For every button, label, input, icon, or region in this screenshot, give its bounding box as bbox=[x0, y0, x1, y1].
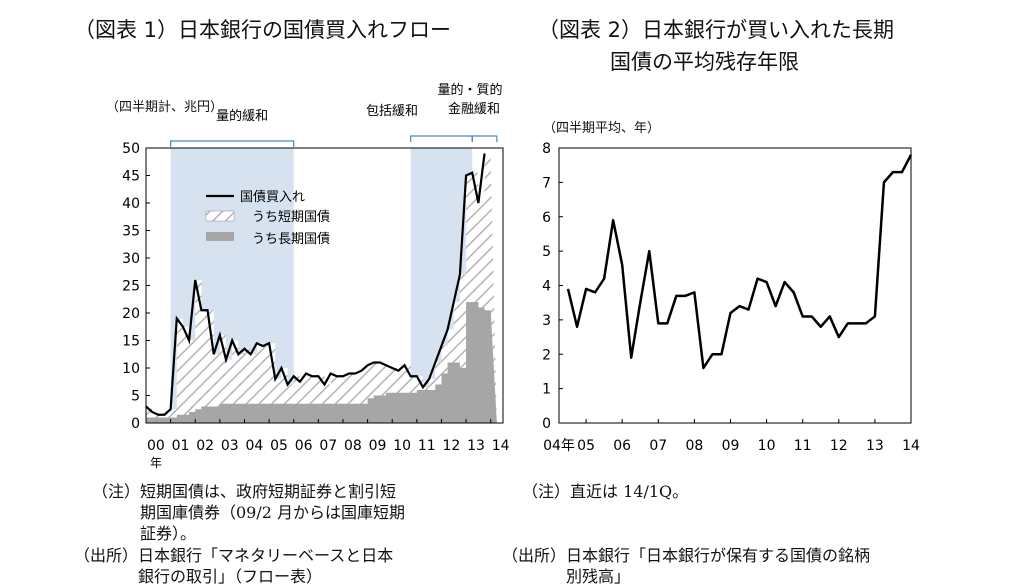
fig1-ytick-label: 15 bbox=[122, 334, 140, 350]
fig2-ytick-label: 3 bbox=[542, 313, 551, 329]
fig2-xtick-label: 13 bbox=[866, 438, 884, 454]
fig2-source-line2: 別残高」 bbox=[502, 567, 631, 586]
label-qqe-line1: 量的・質的 bbox=[437, 82, 502, 98]
fig2-ytick-label: 5 bbox=[542, 244, 551, 260]
fig2-xtick-label: 11 bbox=[794, 438, 812, 454]
fig1-ytick-label: 25 bbox=[122, 279, 140, 295]
fig1-xtick-label: 01 bbox=[172, 438, 190, 454]
fig2-title-line1: （図表 2）日本銀行が買い入れた長期 bbox=[538, 18, 895, 42]
short-term-jgb-area bbox=[146, 153, 497, 423]
fig1-ytick-label: 50 bbox=[122, 141, 140, 157]
fig2-unit-label: （四半期平均、年） bbox=[543, 121, 661, 136]
fig1-ytick-label: 10 bbox=[122, 361, 140, 377]
bracket-qqe bbox=[471, 135, 498, 142]
fig2-ytick-label: 0 bbox=[542, 416, 551, 432]
fig1-ytick-label: 0 bbox=[131, 416, 140, 432]
fig2-ytick-label: 4 bbox=[542, 279, 551, 295]
fig1-xtick-label: 04 bbox=[245, 438, 263, 454]
fig1-ytick-label: 30 bbox=[122, 251, 140, 267]
fig1-unit-label: （四半期計、兆円） bbox=[106, 100, 224, 115]
fig2-ytick-label: 8 bbox=[542, 141, 551, 157]
fig1-xtick-label: 03 bbox=[221, 438, 239, 454]
fig2-xtick-label: 14 bbox=[902, 438, 920, 454]
fig1-xtick-label: 00 bbox=[147, 438, 165, 454]
fig2-source-line1: （出所）日本銀行「日本銀行が保有する国債の銘柄 bbox=[502, 546, 871, 565]
fig2-xtick-label: 07 bbox=[649, 438, 667, 454]
label-comprehensive: 包括緩和 bbox=[366, 104, 418, 119]
fig1-xtick-label: 06 bbox=[295, 438, 313, 454]
fig1-note-line1: （注）短期国債は、政府短期証券と割引短 bbox=[92, 482, 397, 501]
fig1-ytick-label: 40 bbox=[122, 196, 140, 212]
fig1-xtick-label: 08 bbox=[344, 438, 362, 454]
legend-hatch-swatch bbox=[205, 210, 235, 222]
bracket-qe bbox=[170, 140, 295, 147]
fig2-note: （注）直近は 14/1Q。 bbox=[522, 482, 689, 501]
fig2-xtick-label: 12 bbox=[830, 438, 848, 454]
fig2-ytick-label: 1 bbox=[542, 382, 551, 398]
fig1-xtick-label: 05 bbox=[270, 438, 288, 454]
fig1-xtick-label: 14 bbox=[492, 438, 510, 454]
fig1-ytick-label: 5 bbox=[131, 389, 140, 405]
fig1-xtick-label: 11 bbox=[418, 438, 436, 454]
legend-item-short: うち短期国債 bbox=[252, 210, 330, 225]
fig2-xtick-label: 06 bbox=[613, 438, 631, 454]
fig1-x-unit: 年 bbox=[150, 456, 162, 470]
fig1-xtick-label: 02 bbox=[196, 438, 214, 454]
fig2-xtick-label: 04年 bbox=[543, 438, 575, 454]
fig1-ytick-label: 20 bbox=[122, 306, 140, 322]
fig1-title: （図表 1）日本銀行の国債買入れフロー bbox=[74, 18, 452, 42]
fig2-xtick-label: 05 bbox=[577, 438, 595, 454]
fig2-xtick-label: 09 bbox=[722, 438, 740, 454]
fig2-title-line2: 国債の平均残存年限 bbox=[610, 50, 799, 74]
bracket-comprehensive bbox=[410, 135, 473, 142]
fig2-plot-frame bbox=[558, 147, 912, 424]
avg-maturity-line bbox=[566, 154, 913, 370]
fig1-xtick-label: 13 bbox=[467, 438, 485, 454]
fig1-legend: 国債買入れ うち短期国債 うち長期国債 bbox=[205, 190, 330, 247]
fig2-ytick-label: 2 bbox=[542, 347, 551, 363]
jgb-purchase-line bbox=[145, 153, 486, 416]
legend-item-long: うち長期国債 bbox=[252, 232, 330, 247]
long-term-jgb-area bbox=[146, 302, 497, 423]
legend-gray-swatch bbox=[206, 232, 234, 241]
fig1-note-line2: 期国庫債券（09/2 月からは国庫短期 bbox=[92, 503, 406, 522]
label-qqe-line2: 金融緩和 bbox=[448, 101, 500, 117]
legend-item-purchase: 国債買入れ bbox=[240, 190, 305, 205]
fig1-ytick-label: 45 bbox=[122, 169, 140, 185]
fig1-note-line3: 証券）。 bbox=[92, 524, 197, 543]
fig2-ytick-label: 7 bbox=[542, 175, 551, 191]
fig1-xtick-label: 10 bbox=[393, 438, 411, 454]
fig2-xtick-label: 08 bbox=[685, 438, 703, 454]
fig2-ytick-label: 6 bbox=[542, 210, 551, 226]
fig1-ytick-label: 35 bbox=[122, 224, 140, 240]
fig1-xtick-label: 07 bbox=[319, 438, 337, 454]
fig2-xtick-label: 10 bbox=[758, 438, 776, 454]
fig1-xtick-label: 12 bbox=[442, 438, 460, 454]
fig1-xtick-label: 09 bbox=[369, 438, 387, 454]
fig1-source-line2: 銀行の取引」（フロー表） bbox=[74, 567, 323, 586]
label-qe: 量的緩和 bbox=[216, 108, 268, 124]
fig1-source-line1: （出所）日本銀行「マネタリーベースと日本 bbox=[74, 546, 394, 565]
